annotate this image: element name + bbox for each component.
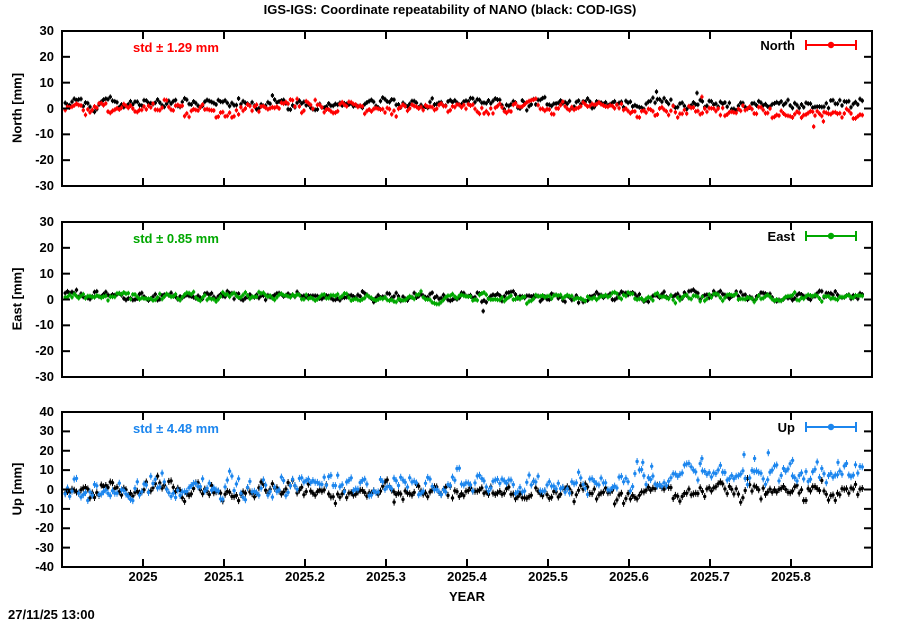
legend-label-east: East xyxy=(767,228,795,244)
y-tick-label: 30 xyxy=(39,23,54,38)
y-tick-label: 0 xyxy=(46,481,54,497)
axis-ticks xyxy=(63,411,871,568)
y-tick-label: 0 xyxy=(46,291,54,307)
series-igs-igs xyxy=(63,95,864,129)
errorbar-marker-icon xyxy=(805,40,857,50)
series-igs-igs xyxy=(63,451,864,503)
y-tick-label: -30 xyxy=(35,369,54,384)
errorbar-dot xyxy=(827,423,835,431)
y-tick-label: -10 xyxy=(35,317,54,333)
errorbar-dot xyxy=(827,41,835,49)
panel-frame xyxy=(61,221,873,378)
x-tick-label: 2025.1 xyxy=(204,569,244,584)
y-tick-label: -10 xyxy=(35,500,54,516)
y-tick-label: -30 xyxy=(35,539,54,555)
panel-up xyxy=(61,411,873,568)
legend-up: Up xyxy=(777,419,858,435)
panel-north xyxy=(61,30,873,187)
x-tick-label: 2025.8 xyxy=(771,569,811,584)
axis-ticks xyxy=(63,30,871,187)
x-tick-label: 2025.7 xyxy=(690,569,730,584)
errorbar-dot xyxy=(827,232,835,240)
y-tick-label: 10 xyxy=(39,74,54,90)
y-tick-label: -10 xyxy=(35,126,54,142)
x-axis-title: YEAR xyxy=(448,589,486,604)
y-tick-label: 10 xyxy=(39,462,54,478)
y-tick-label: -20 xyxy=(35,152,54,168)
legend-label-north: North xyxy=(760,37,795,53)
x-tick-label: 2025.4 xyxy=(447,569,487,584)
y-tick-label: 20 xyxy=(39,48,54,64)
y-tick-label: 30 xyxy=(39,423,54,439)
std-annotation-up: std ± 4.48 mm xyxy=(133,421,219,436)
panel-frame xyxy=(61,30,873,187)
x-tick-label: 2025.2 xyxy=(285,569,325,584)
std-annotation-east: std ± 0.85 mm xyxy=(133,231,219,246)
y-tick-label: 40 xyxy=(39,404,54,419)
axis-ticks xyxy=(63,221,871,378)
x-tick-label: 2025.5 xyxy=(528,569,568,584)
y-tick-label: -30 xyxy=(35,178,54,193)
x-tick-label: 2025 xyxy=(128,569,158,584)
series-cod-igs xyxy=(63,288,864,313)
x-tick-label: 2025.3 xyxy=(366,569,406,584)
panel-frame xyxy=(61,411,873,568)
std-annotation-north: std ± 1.29 mm xyxy=(133,40,219,55)
errorbar-marker-icon xyxy=(805,231,857,241)
y-tick-label: -20 xyxy=(35,343,54,359)
y-tick-label: 0 xyxy=(46,100,54,116)
y-tick-label: -40 xyxy=(35,559,54,574)
legend-label-up: Up xyxy=(777,419,795,435)
series-igs-igs xyxy=(63,289,864,306)
errorbar-marker-icon xyxy=(805,422,857,432)
x-tick-label: 2025.6 xyxy=(609,569,649,584)
y-tick-label: 30 xyxy=(39,214,54,229)
legend-north: North xyxy=(760,37,858,53)
y-tick-label: -20 xyxy=(35,520,54,536)
legend-east: East xyxy=(767,228,858,244)
y-tick-label: 20 xyxy=(39,442,54,458)
chart-title: IGS-IGS: Coordinate repeatability of NAN… xyxy=(263,2,637,17)
y-tick-label: 20 xyxy=(39,239,54,255)
y-tick-label: 10 xyxy=(39,265,54,281)
panel-east xyxy=(61,221,873,378)
timestamp: 27/11/25 13:00 xyxy=(8,607,95,622)
